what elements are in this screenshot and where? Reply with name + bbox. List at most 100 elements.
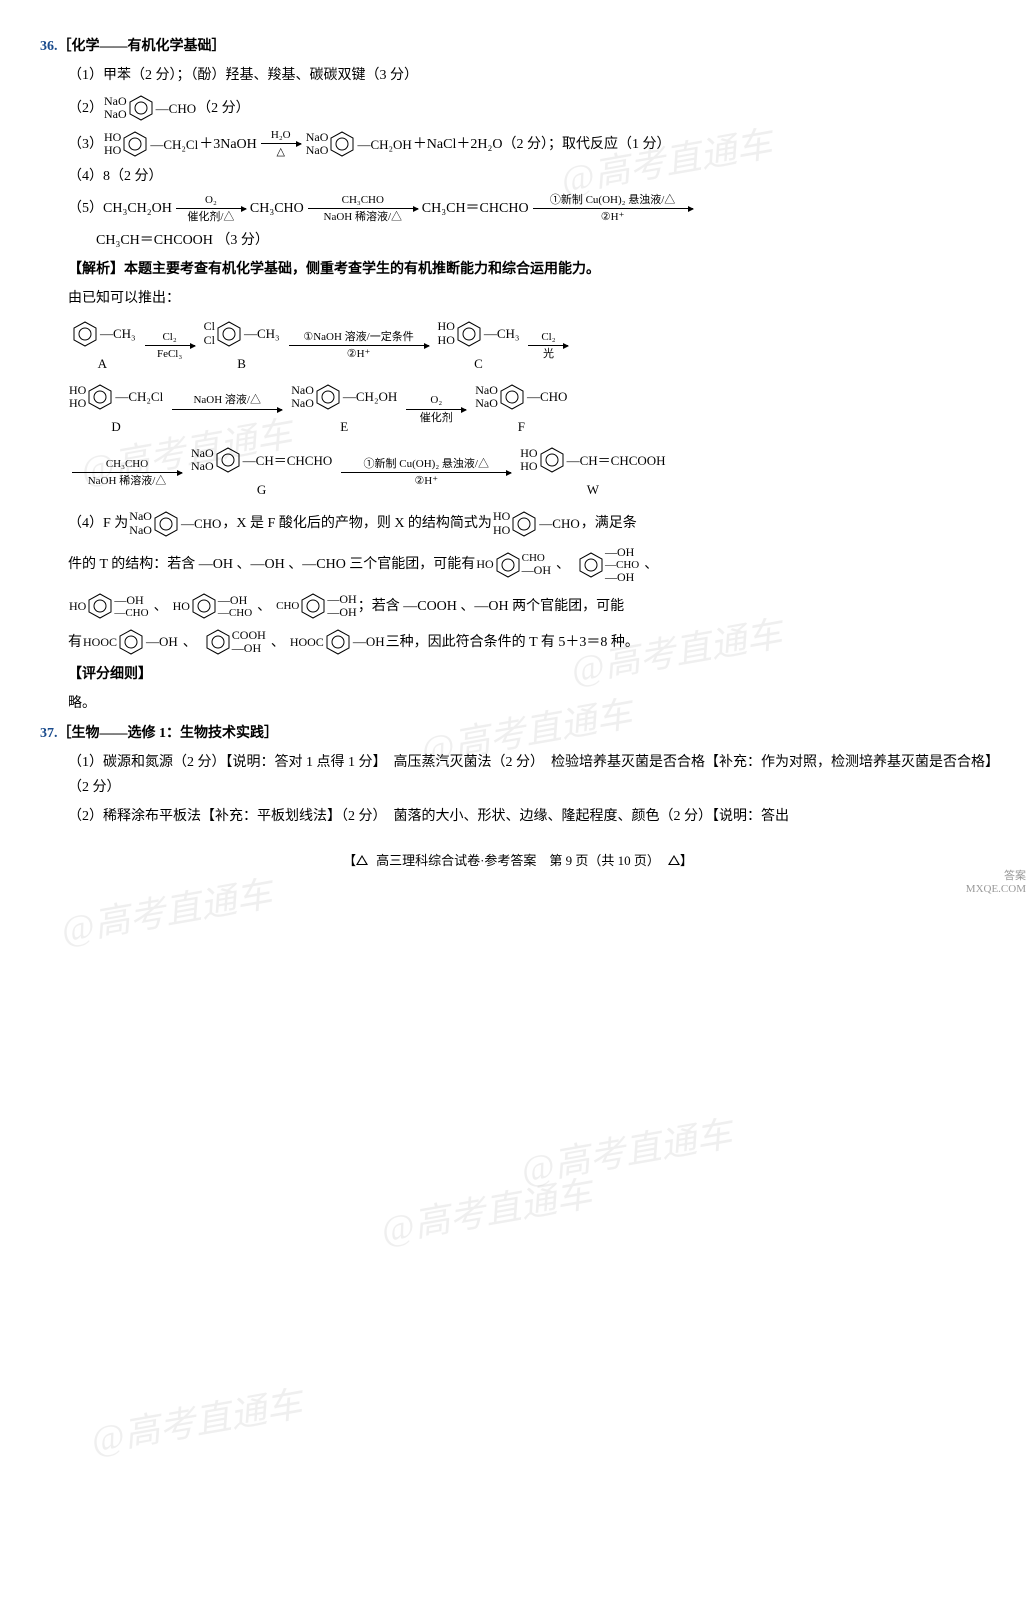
part4x-tail: ，满足条 bbox=[581, 511, 637, 536]
scheme-row-1: —CH₃ A Cl₂ FeCl₃ ClCl—CH₃ B ①NaOH 溶液/一定条… bbox=[40, 318, 996, 375]
arrow-top: ①新制 Cu(OH)₂ 悬浊液/△ bbox=[364, 458, 489, 471]
t-isomer-7: COOH—OH bbox=[202, 628, 266, 656]
benzene-icon bbox=[117, 628, 145, 656]
reaction-arrow: ①新制 Cu(OH)₂ 悬浊液/△ ②H⁺ bbox=[341, 458, 511, 488]
sub-oh: —OH bbox=[232, 642, 261, 655]
scheme-row-3: CH₃CHO NaOH 稀溶液/△ NaONaO—CH＝CHCHO G ①新制 … bbox=[40, 444, 996, 501]
label-B: B bbox=[237, 352, 246, 375]
mol-G: NaONaO—CH＝CHCHO G bbox=[190, 444, 333, 501]
sub-ho: HO bbox=[104, 144, 121, 157]
reaction-arrow: NaOH 溶液/△ bbox=[172, 394, 282, 424]
arrow-bot: ②H⁺ bbox=[414, 475, 438, 488]
separator: 、 bbox=[556, 552, 570, 577]
sub-ho: HO bbox=[520, 460, 537, 473]
arrow-top: NaOH 溶液/△ bbox=[193, 394, 261, 407]
sub-nao: NaO bbox=[191, 460, 214, 473]
sub-hooc: HOOC bbox=[83, 636, 117, 649]
sub-cho: —CHO bbox=[527, 385, 567, 408]
molecule-ho-ho-ch2cl: HOHO —CH₂Cl bbox=[104, 130, 198, 158]
sub-cho: —CHO bbox=[181, 512, 221, 535]
part3-tail: ＋NaCl＋2H₂O（2 分）；取代反应（1 分） bbox=[413, 132, 671, 157]
arrow-bot: FeCl₃ bbox=[157, 348, 182, 361]
sub-ho: HO bbox=[438, 334, 455, 347]
benzene-icon bbox=[494, 551, 522, 579]
page-footer: 【 高三理科综合试卷·参考答案 第 9 页（共 10 页） 】 bbox=[40, 849, 996, 872]
q36-part4x: （4）F 为 NaONaO —CHO ，X 是 F 酸化后的产物，则 X 的结构… bbox=[40, 508, 996, 540]
benzene-icon bbox=[455, 320, 483, 348]
arrow-bot: 光 bbox=[543, 348, 554, 361]
sub-cho: —CHO bbox=[156, 97, 196, 120]
reaction-arrow: Cl₂ 光 bbox=[528, 331, 568, 361]
tline3-tail: 三种，因此符合条件的 T 有 5＋3＝8 种。 bbox=[386, 630, 639, 655]
benzene-icon bbox=[152, 510, 180, 538]
sub-oh: —OH bbox=[114, 594, 143, 607]
part5-mid2: CH₃CH＝CHCHO bbox=[422, 196, 529, 221]
arrow-top: ①新制 Cu(OH)₂ 悬浊液/△ bbox=[550, 194, 675, 207]
tline-prefix: 件的 T 的结构：若含 —OH 、—OH 、—CHO 三个官能团，可能有 bbox=[68, 552, 475, 577]
footer-tri-right: 】 bbox=[668, 849, 693, 872]
t-isomer-1: HO CHO—OH bbox=[476, 551, 551, 579]
benzene-icon bbox=[299, 592, 327, 620]
benzene-icon bbox=[121, 130, 149, 158]
sub-oh: —OH bbox=[327, 606, 356, 619]
part3-prefix: （3） bbox=[68, 132, 103, 157]
benzene-icon bbox=[71, 320, 99, 348]
tline2-tail: ；若含 —COOH 、—OH 两个官能团，可能 bbox=[358, 594, 624, 619]
sub-ho: HO bbox=[476, 558, 493, 571]
arrow-top: O₂ bbox=[205, 194, 217, 207]
footer-tri-left: 【 bbox=[343, 849, 368, 872]
part4x-mid: ，X 是 F 酸化后的产物，则 X 的结构简式为 bbox=[222, 511, 492, 536]
mol-E: NaONaO—CH₂OH E bbox=[290, 381, 398, 438]
sub-cho: —CHO bbox=[539, 512, 579, 535]
part4x-prefix: （4）F 为 bbox=[68, 511, 128, 536]
t-isomer-8: HOOC —OH bbox=[290, 628, 385, 656]
benzene-icon bbox=[86, 383, 114, 411]
arrow-top: CH₃CHO bbox=[342, 194, 384, 207]
q36-tline3: 有 HOOC —OH 、 COOH—OH 、 HOOC —OH 三种，因此符合条… bbox=[40, 626, 996, 658]
sub-ho: HO bbox=[69, 384, 86, 397]
sub-nao: NaO bbox=[291, 397, 314, 410]
part2-score: （2 分） bbox=[197, 96, 250, 121]
q36-tline1: 件的 T 的结构：若含 —OH 、—OH 、—CHO 三个官能团，可能有 HO … bbox=[40, 544, 996, 586]
q37-number: 37. bbox=[40, 721, 58, 746]
arrow-bot: ②H⁺ bbox=[347, 348, 371, 361]
sub-oh: —OH bbox=[146, 630, 178, 653]
t-isomer-6: HOOC —OH bbox=[83, 628, 178, 656]
corner-line1: 答案 bbox=[966, 870, 1026, 883]
sub-nao: NaO bbox=[306, 144, 329, 157]
watermark: @高考直通车 bbox=[376, 1162, 597, 1263]
separator: 、 bbox=[644, 552, 658, 577]
benzene-icon bbox=[127, 94, 155, 122]
corner-logo: 答案 MXQE.COM bbox=[966, 870, 1026, 896]
sub-chchcho: —CH＝CHCHO bbox=[243, 449, 333, 472]
watermark: @高考直通车 bbox=[86, 1372, 307, 1473]
sub-nao: NaO bbox=[475, 397, 498, 410]
arrow-top: CH₃CHO bbox=[106, 458, 148, 471]
separator: 、 bbox=[257, 594, 271, 619]
arrow-top: Cl₂ bbox=[541, 331, 555, 344]
benzene-icon bbox=[314, 383, 342, 411]
t-isomer-3: HO —OH—CHO bbox=[69, 592, 149, 620]
arrow-top: H₂O bbox=[271, 129, 291, 142]
sub-oh: —OH bbox=[218, 594, 247, 607]
scoring-label: 【评分细则】 bbox=[40, 662, 996, 687]
reaction-arrow: CH₃CHO NaOH 稀溶液/△ bbox=[72, 458, 182, 488]
q36-part3: （3） HOHO —CH₂Cl ＋3NaOH H₂O △ NaONaO —CH₂… bbox=[40, 128, 996, 160]
benzene-icon bbox=[510, 510, 538, 538]
watermark: @高考直通车 bbox=[56, 862, 277, 963]
sub-oh: —OH bbox=[605, 546, 634, 559]
benzene-icon bbox=[577, 551, 605, 579]
mol-B: ClCl—CH₃ B bbox=[203, 318, 281, 375]
q36-part5: （5）CH₃CH₂OH O₂ 催化剂/△ CH₃CHO CH₃CHO NaOH … bbox=[40, 194, 996, 224]
mol-W: HOHO—CH＝CHCOOH W bbox=[519, 444, 666, 501]
q37-part1: （1）碳源和氮源（2 分）【说明：答对 1 点得 1 分】 高压蒸汽灭菌法（2 … bbox=[40, 750, 996, 800]
label-F: F bbox=[518, 415, 525, 438]
arrow-bot: △ bbox=[277, 146, 285, 159]
scheme-row-2: HOHO—CH₂Cl D NaOH 溶液/△ NaONaO—CH₂OH E O₂… bbox=[40, 381, 996, 438]
sub-nao: NaO bbox=[129, 524, 152, 537]
q36-part1: （1）甲苯（2 分）；（酚）羟基、羧基、碳碳双键（3 分） bbox=[40, 63, 996, 88]
sub-ch3: —CH₃ bbox=[244, 322, 280, 345]
benzene-icon bbox=[86, 592, 114, 620]
label-W: W bbox=[587, 478, 599, 501]
molecule-X: HOHO —CHO bbox=[493, 510, 580, 538]
